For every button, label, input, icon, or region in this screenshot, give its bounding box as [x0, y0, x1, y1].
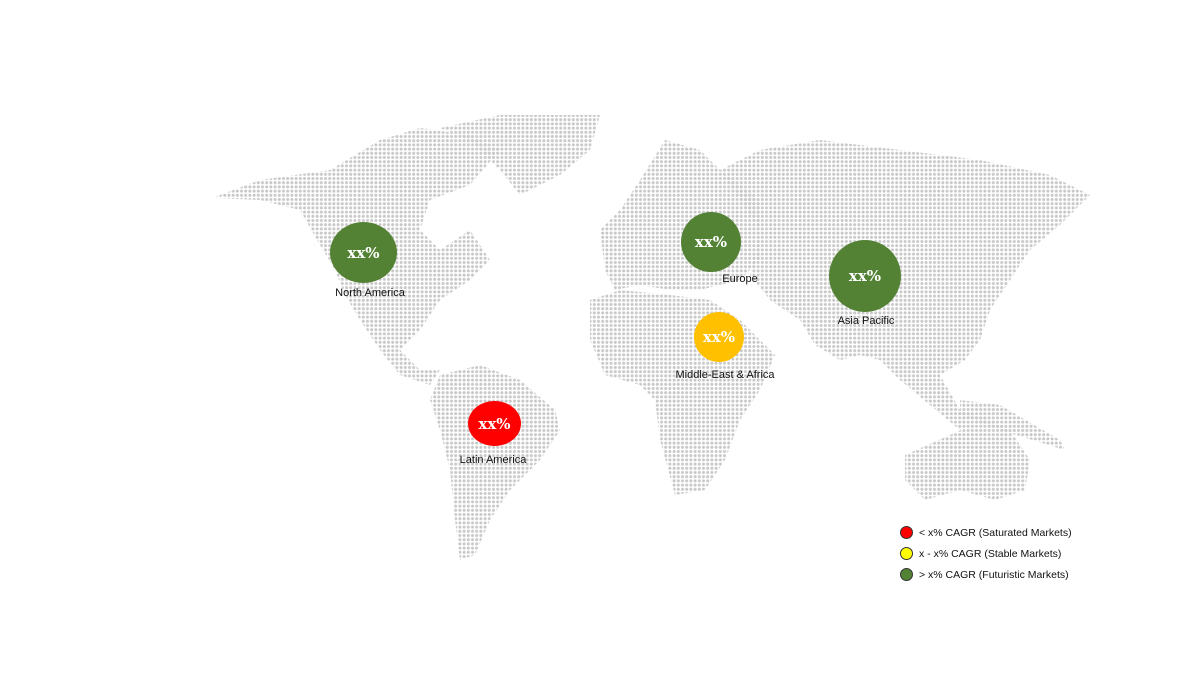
- australia-land: [905, 420, 1030, 500]
- latin-america-bubble: xx%: [468, 401, 521, 446]
- latin-america-label: Latin America: [459, 454, 527, 466]
- legend-item-saturated: < x% CAGR (Saturated Markets): [900, 522, 1072, 543]
- africa-land: [590, 290, 775, 495]
- asia-pacific-bubble: xx%: [829, 240, 901, 312]
- europe-label: Europe: [722, 273, 758, 285]
- yellow-dot-icon: [900, 547, 913, 560]
- legend-label: > x% CAGR (Futuristic Markets): [919, 568, 1069, 581]
- mea-value: xx%: [702, 328, 736, 346]
- green-dot-icon: [900, 568, 913, 581]
- asia-pacific-label: Asia Pacific: [837, 315, 895, 327]
- north-america-label: North America: [335, 287, 405, 299]
- red-dot-icon: [900, 526, 913, 539]
- north-america-value: xx%: [347, 243, 380, 262]
- asia-land: [720, 140, 1090, 430]
- europe-bubble: xx%: [681, 212, 741, 272]
- legend: < x% CAGR (Saturated Markets) x - x% CAG…: [900, 522, 1072, 585]
- south-america-land: [430, 365, 560, 560]
- mea-bubble: xx%: [694, 312, 744, 362]
- asia-pacific-value: xx%: [848, 267, 882, 285]
- islands-land: [960, 400, 1065, 450]
- legend-item-stable: x - x% CAGR (Stable Markets): [900, 543, 1072, 564]
- europe-value: xx%: [694, 233, 728, 251]
- legend-item-futuristic: > x% CAGR (Futuristic Markets): [900, 564, 1072, 585]
- greenland-land: [440, 115, 600, 195]
- north-america-bubble: xx%: [330, 222, 397, 283]
- latin-america-value: xx%: [478, 414, 511, 433]
- legend-label: < x% CAGR (Saturated Markets): [919, 526, 1072, 539]
- mea-label: Middle-East & Africa: [675, 369, 775, 381]
- legend-label: x - x% CAGR (Stable Markets): [919, 547, 1062, 560]
